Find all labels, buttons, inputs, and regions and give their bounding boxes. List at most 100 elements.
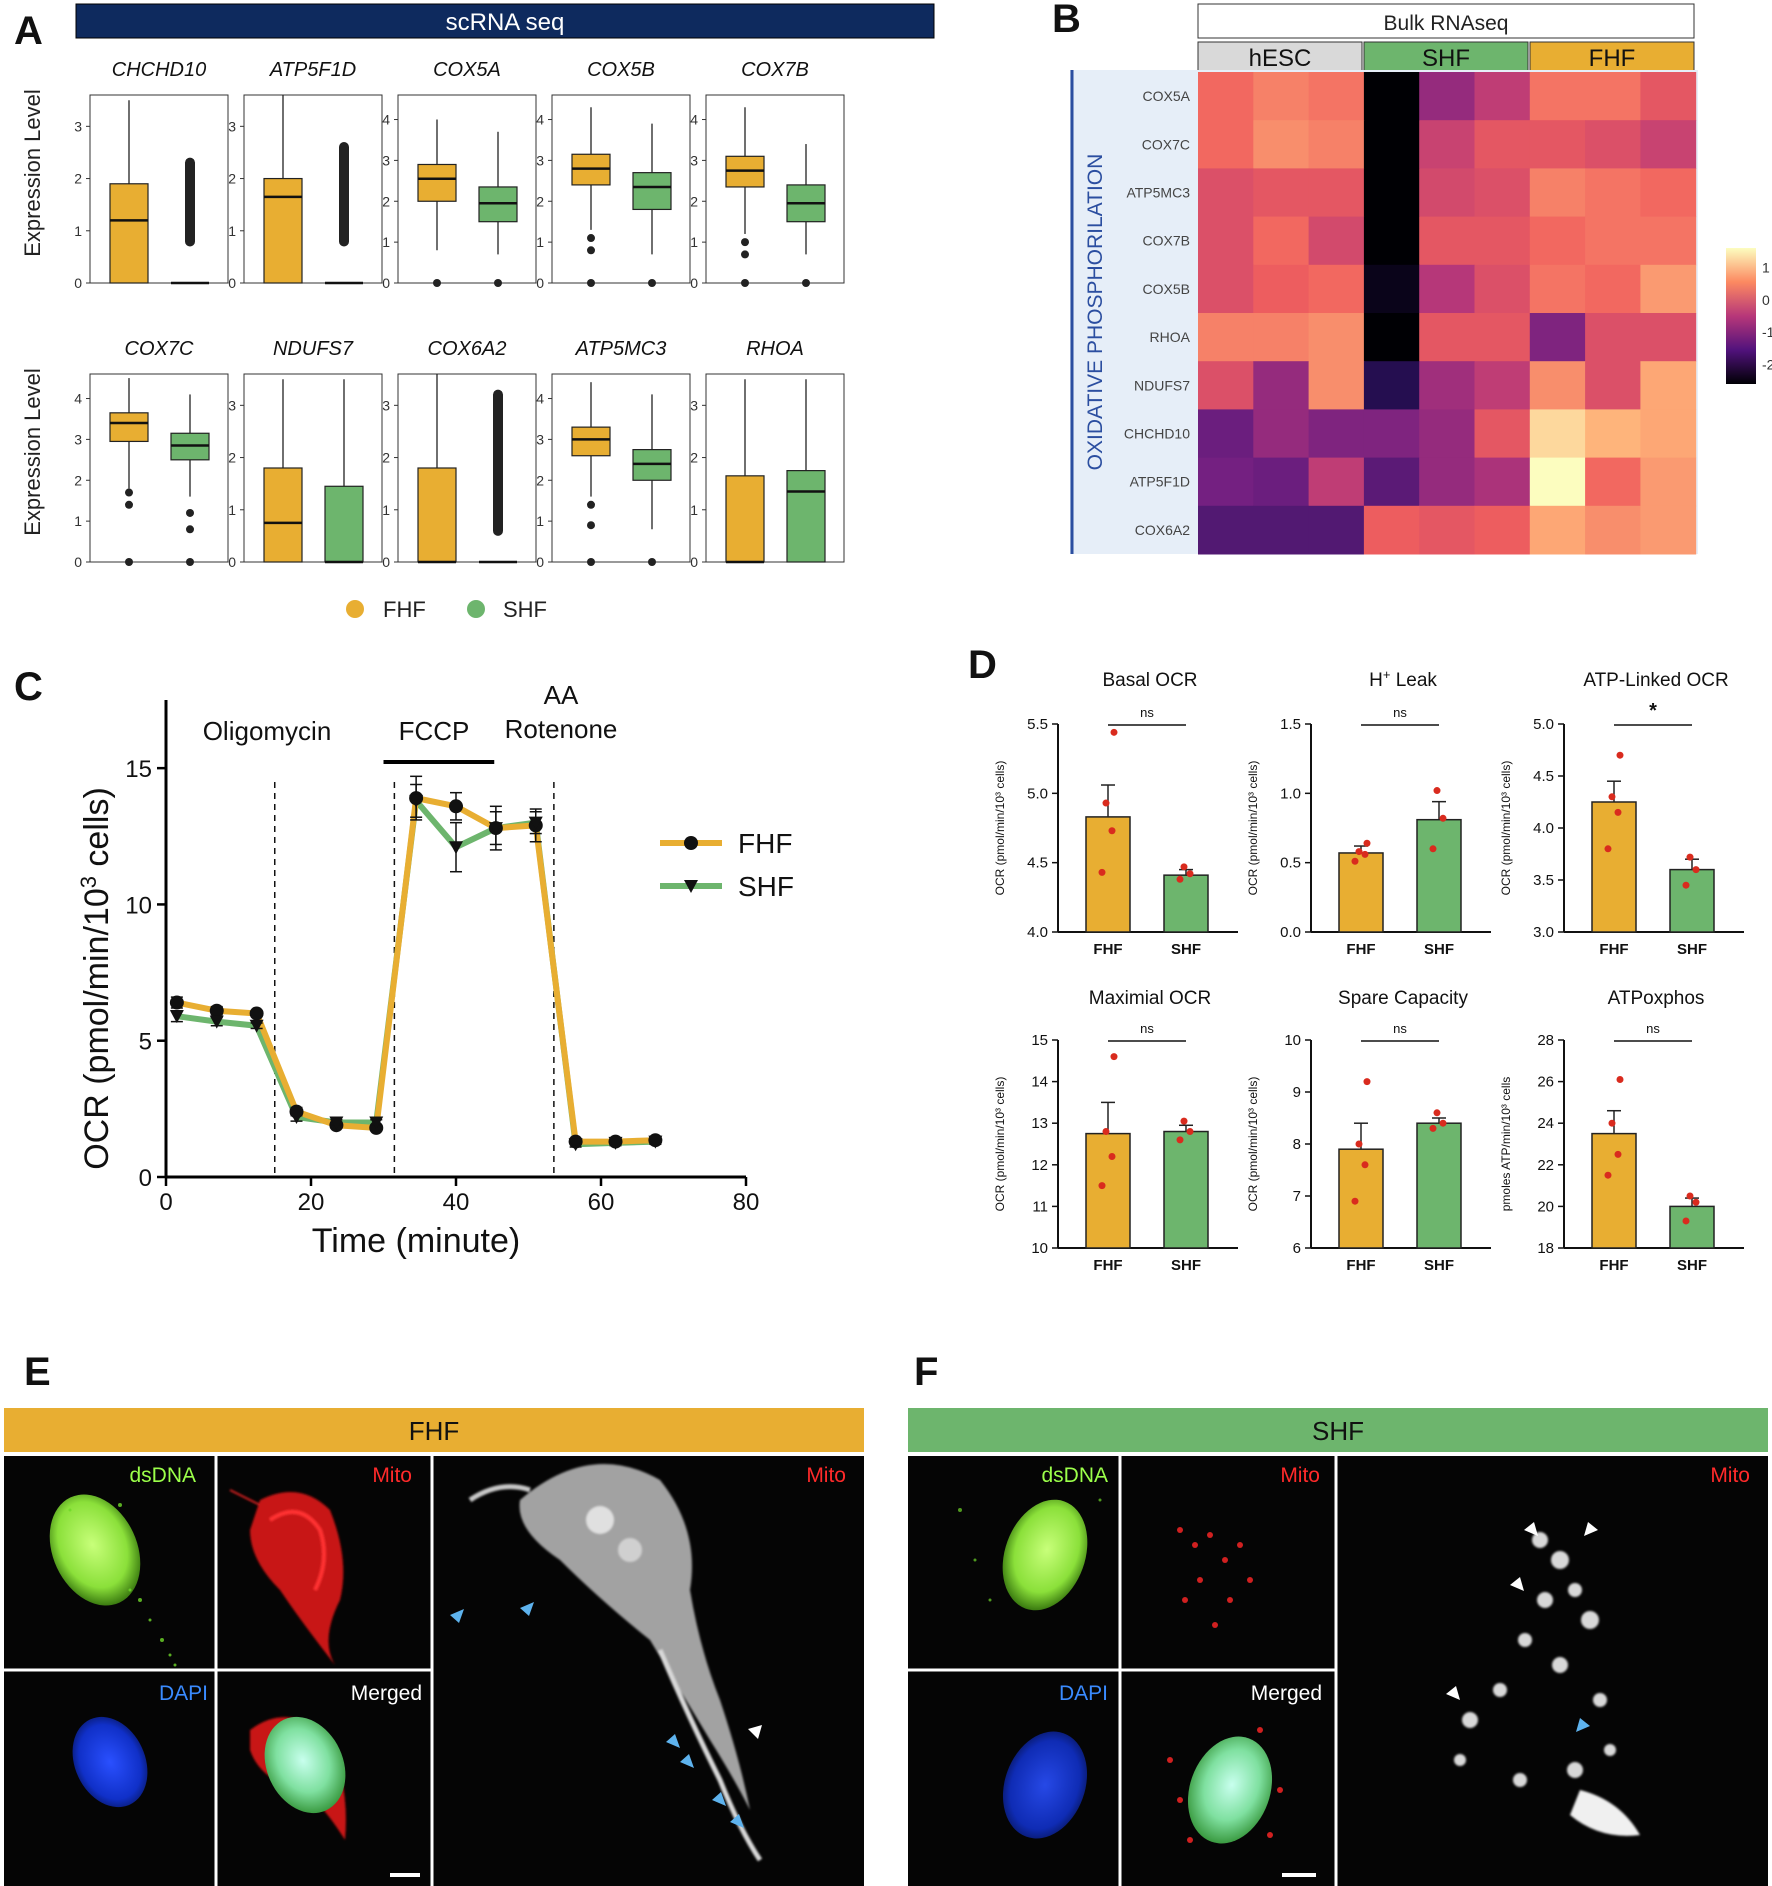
heatmap-cell	[1640, 361, 1697, 410]
scrna-boxplots: CHCHD10 0 1 2 3 ATP5F1D 0 1 2 3 COX5A 0 1 2 3 4 COX5B 0 1 2…	[74, 59, 845, 570]
data-point	[1176, 875, 1184, 883]
heatmap-cell	[1585, 216, 1641, 266]
white-arrow-icon	[1510, 1577, 1524, 1591]
y-tick-label: 0	[74, 275, 82, 291]
shf-outlier	[494, 279, 502, 287]
legend-shf-label: SHF	[738, 871, 794, 902]
category-label: FHF	[1599, 941, 1628, 958]
y-tick-label: 1	[228, 502, 236, 518]
fhf-point	[209, 1003, 224, 1018]
fhf-banner	[4, 1408, 864, 1452]
white-arrow-icon	[1584, 1522, 1598, 1536]
heatmap-cell	[1640, 168, 1697, 218]
injection-label: Rotenone	[505, 714, 618, 744]
fhf-bar	[1085, 816, 1131, 933]
shf-outlier	[186, 558, 194, 566]
gene-title: ATP5F1D	[269, 59, 356, 81]
gene-title: COX6A2	[428, 338, 507, 360]
fhf-outlier	[125, 500, 133, 509]
significance-label: *	[1649, 700, 1657, 722]
y-tick-label: 4	[74, 391, 82, 407]
blue-arrow-icon	[680, 1754, 694, 1768]
heatmap-cell	[1253, 361, 1310, 410]
y-tick-label: 2	[382, 193, 390, 209]
heatmap-cell	[1474, 216, 1531, 266]
fhf-dapi-label: DAPI	[159, 1682, 208, 1705]
y-tick-label: 3	[74, 431, 82, 447]
bulk-title-box	[1197, 3, 1695, 39]
category-label: FHF	[1093, 941, 1122, 958]
heatmap-cell	[1419, 361, 1475, 410]
heatmap-cell	[1585, 505, 1641, 555]
fhf-bar	[1591, 801, 1637, 933]
data-point	[1614, 808, 1622, 816]
fhf-outlier	[587, 246, 595, 255]
heatmap-row-label: COX7C	[1142, 136, 1190, 152]
shf-outlier	[648, 279, 656, 287]
series-line-shf	[176, 797, 656, 1148]
data-point	[1433, 1109, 1441, 1117]
category-label: FHF	[1346, 941, 1375, 958]
shf-point	[369, 1116, 384, 1130]
heatmap-cell	[1198, 72, 1254, 121]
data-point	[1186, 1128, 1194, 1136]
fhf-mito-red-image	[229, 1489, 344, 1665]
shf-point	[209, 1015, 224, 1029]
shf-outlier-band	[339, 142, 349, 247]
y-axis-title: OCR (pmol/min/10³ cells)	[993, 1077, 1007, 1212]
heatmap-cell	[1585, 72, 1641, 121]
fhf-arrow-icons	[450, 1602, 762, 1828]
data-point	[1351, 857, 1359, 865]
y-tick-label: 1	[228, 223, 236, 239]
heatmap-cell	[1363, 505, 1420, 555]
y-tick-label: 0	[690, 554, 698, 570]
blue-arrow-icon	[730, 1814, 744, 1828]
data-point	[1176, 1136, 1184, 1144]
data-point	[1604, 1171, 1612, 1179]
heatmap-cell	[1198, 361, 1254, 410]
shf-scale-bar	[1282, 1873, 1316, 1877]
scrna-ylabel-row1: Expression Level	[20, 89, 45, 257]
group-header	[1363, 41, 1529, 73]
y-tick-label: 3	[690, 397, 698, 413]
y-tick-label: 4.0	[1533, 820, 1554, 837]
data-point	[1682, 881, 1690, 889]
fhf-outlier	[587, 558, 595, 566]
shf-bar	[1669, 1205, 1715, 1249]
fhf-box	[571, 426, 611, 457]
fhf-bar	[1085, 1132, 1131, 1249]
bar-chart-title: ATPoxphos	[1608, 988, 1705, 1009]
heatmap-cell	[1363, 168, 1420, 218]
fhf-box	[109, 412, 149, 443]
heatmap-cell	[1529, 216, 1586, 266]
scale-tick-label: -1	[1762, 324, 1772, 340]
y-tick-label: 4	[536, 391, 544, 407]
fhf-outlier	[433, 279, 441, 287]
data-point	[1361, 1161, 1369, 1169]
y-tick-label: 3.5	[1533, 872, 1554, 889]
fhf-mito-label: Mito	[372, 1464, 412, 1487]
heatmap-cell	[1529, 361, 1586, 410]
gene-title: COX5A	[433, 59, 501, 81]
heatmap-cell	[1308, 264, 1365, 314]
heatmap-cell	[1363, 457, 1420, 507]
heatmap-cell	[1419, 120, 1475, 169]
bar-chart-title: H+ Leak	[1369, 667, 1437, 691]
shf-point	[568, 1138, 583, 1152]
heatmap-cell	[1253, 216, 1310, 266]
gene-title: RHOA	[746, 338, 804, 360]
y-tick-label: 1	[382, 502, 390, 518]
heatmap-cell	[1640, 313, 1697, 362]
group-header-label: SHF	[1422, 45, 1470, 72]
y-tick-label: 4.0	[1027, 924, 1048, 941]
bar-chart-title-rest: Leak	[1390, 670, 1437, 691]
heatmap-cell	[1474, 409, 1531, 459]
heatmap-cell	[1198, 264, 1254, 314]
category-label: SHF	[1171, 1257, 1201, 1274]
scrna-banner-label: scRNA seq	[446, 9, 565, 36]
y-tick-label: 9	[1293, 1084, 1301, 1101]
fhf-outlier	[587, 521, 595, 530]
y-tick-label: 0.0	[1280, 924, 1301, 941]
heatmap-cell	[1585, 168, 1641, 218]
